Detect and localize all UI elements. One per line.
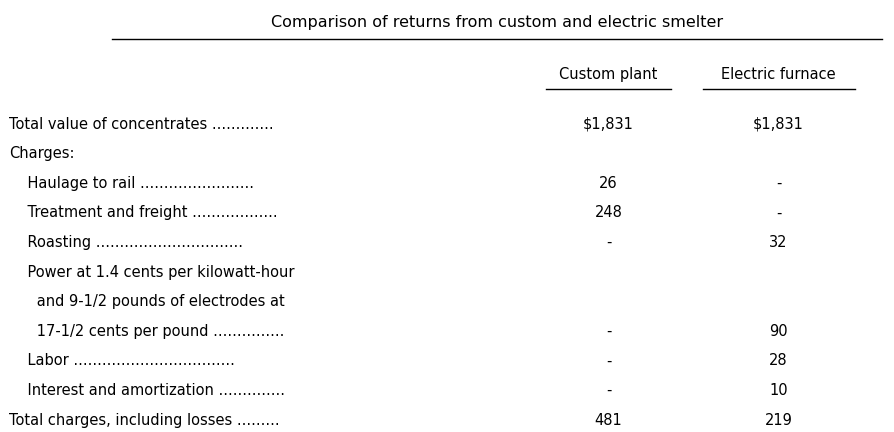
Text: Comparison of returns from custom and electric smelter: Comparison of returns from custom and el… <box>270 15 722 30</box>
Text: 32: 32 <box>769 235 787 250</box>
Text: $1,831: $1,831 <box>753 117 803 132</box>
Text: 219: 219 <box>763 413 792 428</box>
Text: Haulage to rail ........................: Haulage to rail ........................ <box>9 176 254 191</box>
Text: Power at 1.4 cents per kilowatt-hour: Power at 1.4 cents per kilowatt-hour <box>9 264 294 280</box>
Text: 10: 10 <box>769 383 787 398</box>
Text: 17-1/2 cents per pound ...............: 17-1/2 cents per pound ............... <box>9 324 284 339</box>
Text: Total charges, including losses .........: Total charges, including losses ........… <box>9 413 279 428</box>
Text: Total value of concentrates .............: Total value of concentrates ............… <box>9 117 274 132</box>
Text: Treatment and freight ..................: Treatment and freight .................. <box>9 206 277 220</box>
Text: Roasting ...............................: Roasting ............................... <box>9 235 242 250</box>
Text: -: - <box>605 383 611 398</box>
Text: -: - <box>605 353 611 368</box>
Text: Charges:: Charges: <box>9 146 74 161</box>
Text: -: - <box>775 176 780 191</box>
Text: -: - <box>605 235 611 250</box>
Text: 90: 90 <box>769 324 787 339</box>
Text: 26: 26 <box>599 176 617 191</box>
Text: 481: 481 <box>594 413 622 428</box>
Text: Interest and amortization ..............: Interest and amortization .............. <box>9 383 284 398</box>
Text: -: - <box>605 324 611 339</box>
Text: 248: 248 <box>594 206 622 220</box>
Text: 28: 28 <box>769 353 787 368</box>
Text: -: - <box>775 206 780 220</box>
Text: Electric furnace: Electric furnace <box>721 67 835 82</box>
Text: Custom plant: Custom plant <box>559 67 657 82</box>
Text: and 9-1/2 pounds of electrodes at: and 9-1/2 pounds of electrodes at <box>9 294 284 309</box>
Text: Labor ..................................: Labor .................................. <box>9 353 234 368</box>
Text: $1,831: $1,831 <box>583 117 633 132</box>
